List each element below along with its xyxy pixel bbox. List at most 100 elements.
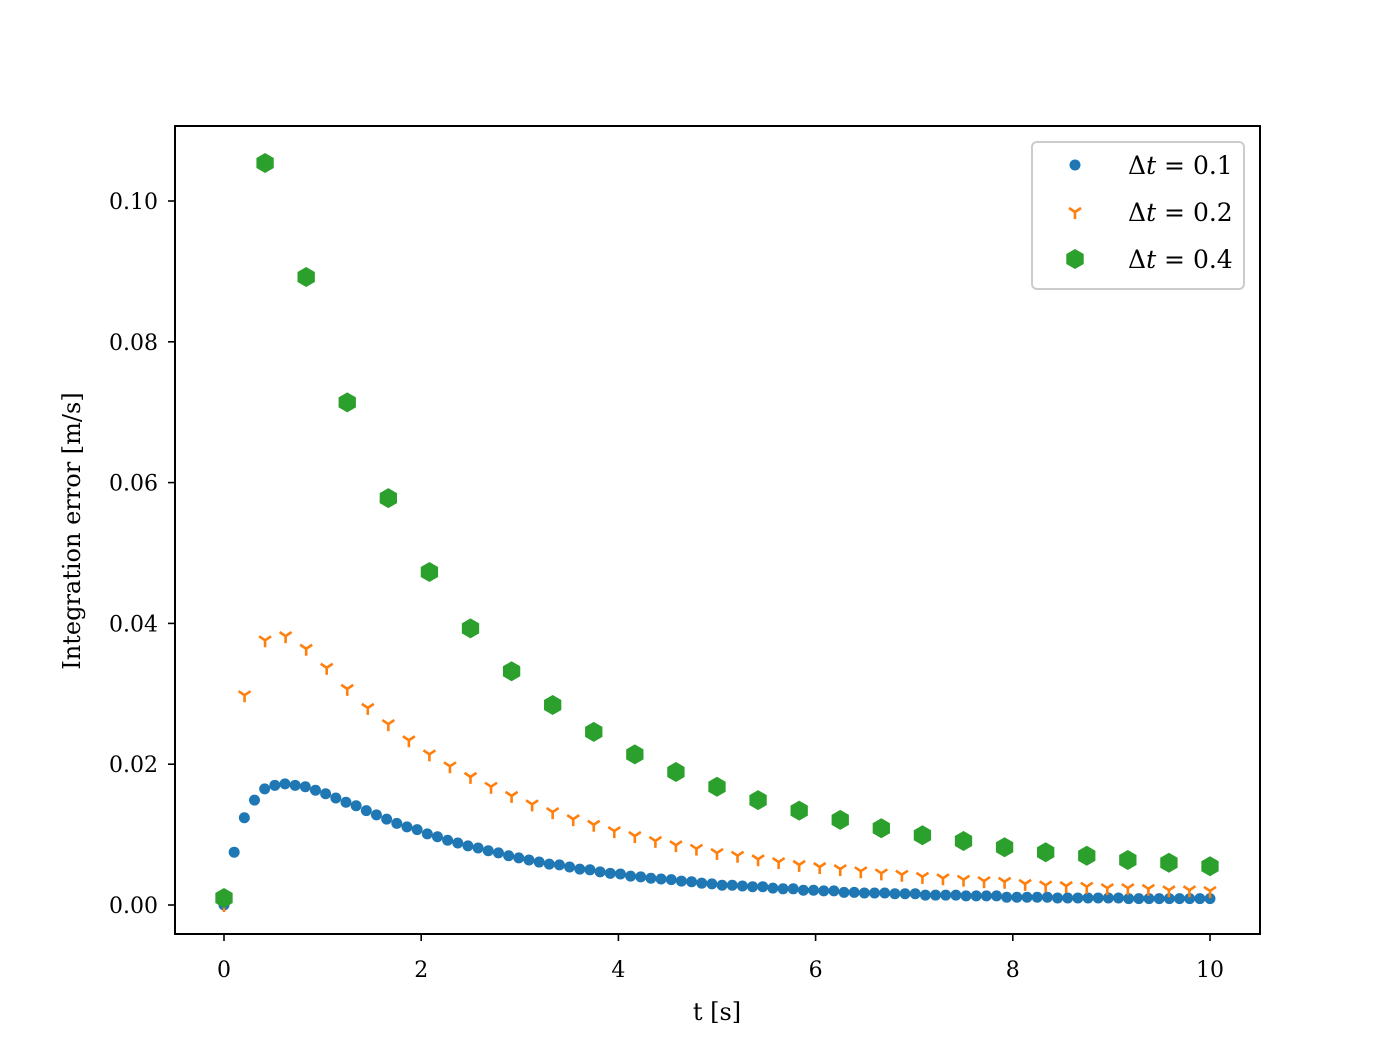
y-axis: 0.00 0.02 0.04 0.06 0.08 0.10 — [109, 190, 175, 919]
data-point — [248, 794, 260, 806]
data-point — [1052, 892, 1064, 904]
data-point — [950, 889, 962, 901]
data-point — [299, 643, 313, 656]
series-circle — [218, 778, 1216, 911]
data-point — [504, 790, 519, 803]
data-point — [402, 735, 416, 748]
data-point — [797, 884, 809, 896]
data-point — [909, 888, 921, 900]
data-point — [420, 562, 439, 583]
legend-item-dt-0.1: Δt = 0.1 — [1069, 151, 1233, 180]
data-point — [492, 847, 504, 859]
data-point — [1133, 893, 1145, 905]
x-tick-label: 4 — [611, 958, 625, 983]
data-point — [812, 861, 827, 874]
data-point — [854, 866, 868, 879]
x-tick-label: 8 — [1006, 958, 1020, 983]
data-point — [594, 866, 606, 878]
data-point — [708, 776, 726, 797]
data-point — [1184, 893, 1196, 905]
series-tri_down — [217, 630, 1217, 912]
data-point — [309, 784, 321, 796]
data-point — [614, 868, 626, 880]
data-point — [533, 856, 545, 868]
data-point — [1113, 892, 1125, 904]
legend-label: Δt = 0.2 — [1128, 198, 1233, 227]
data-point — [818, 885, 830, 897]
y-tick-label: 0.00 — [109, 894, 158, 919]
data-point — [442, 834, 454, 846]
x-tick-label: 2 — [414, 958, 428, 983]
data-point — [299, 781, 311, 793]
y-tick-label: 0.02 — [109, 753, 158, 778]
data-point — [655, 873, 667, 885]
data-point — [472, 842, 484, 854]
data-point — [686, 876, 698, 888]
data-point — [1160, 852, 1178, 873]
data-point — [970, 890, 982, 902]
y-tick-label: 0.10 — [109, 190, 158, 215]
data-point — [228, 846, 240, 858]
data-point — [628, 830, 642, 844]
data-point — [1143, 893, 1155, 905]
data-point — [716, 879, 728, 891]
data-point — [462, 840, 474, 852]
legend-box — [1031, 141, 1245, 290]
data-point — [730, 850, 745, 863]
data-point — [256, 152, 274, 173]
y-tick-label: 0.08 — [109, 331, 158, 356]
data-point — [1037, 842, 1055, 863]
data-point — [553, 859, 565, 871]
data-point — [1119, 849, 1137, 870]
data-point — [381, 718, 396, 732]
data-point — [667, 761, 685, 782]
data-point — [879, 887, 891, 899]
data-point — [585, 721, 603, 742]
data-point — [370, 809, 382, 821]
data-point — [379, 488, 397, 509]
data-point — [915, 871, 930, 884]
data-point — [1201, 856, 1219, 877]
data-point — [452, 837, 464, 849]
data-point — [706, 878, 718, 890]
data-point — [1163, 893, 1175, 905]
data-point — [361, 702, 375, 715]
data-point — [502, 661, 521, 682]
data-point — [1021, 891, 1033, 903]
data-point — [574, 863, 586, 875]
data-point — [726, 879, 738, 891]
data-point — [1100, 883, 1115, 896]
data-point — [913, 825, 932, 846]
data-point — [787, 883, 799, 895]
data-point — [289, 779, 301, 791]
data-point — [1011, 891, 1023, 903]
data-point — [858, 887, 870, 899]
data-point — [1121, 883, 1135, 896]
data-point — [751, 854, 765, 867]
data-point — [696, 877, 708, 889]
data-point — [1080, 881, 1094, 894]
data-point — [543, 858, 555, 870]
data-point — [1162, 885, 1176, 898]
data-point — [872, 818, 890, 839]
data-point — [675, 875, 687, 887]
data-point — [482, 845, 494, 857]
y-tick-label: 0.06 — [109, 472, 158, 497]
data-point — [587, 819, 601, 832]
data-point — [997, 876, 1012, 889]
data-point — [544, 695, 562, 716]
data-point — [566, 814, 580, 827]
data-point — [1194, 893, 1206, 905]
data-point — [461, 618, 480, 639]
data-point — [1102, 892, 1114, 904]
data-point — [463, 771, 478, 784]
data-point — [238, 812, 250, 824]
y-axis-label: Integration error [m/s] — [58, 392, 86, 669]
data-point — [960, 890, 972, 902]
data-point — [1204, 893, 1216, 905]
data-point — [411, 824, 423, 836]
data-point — [1078, 845, 1096, 866]
data-point — [340, 683, 354, 696]
data-point — [869, 887, 881, 899]
data-point — [503, 850, 515, 862]
